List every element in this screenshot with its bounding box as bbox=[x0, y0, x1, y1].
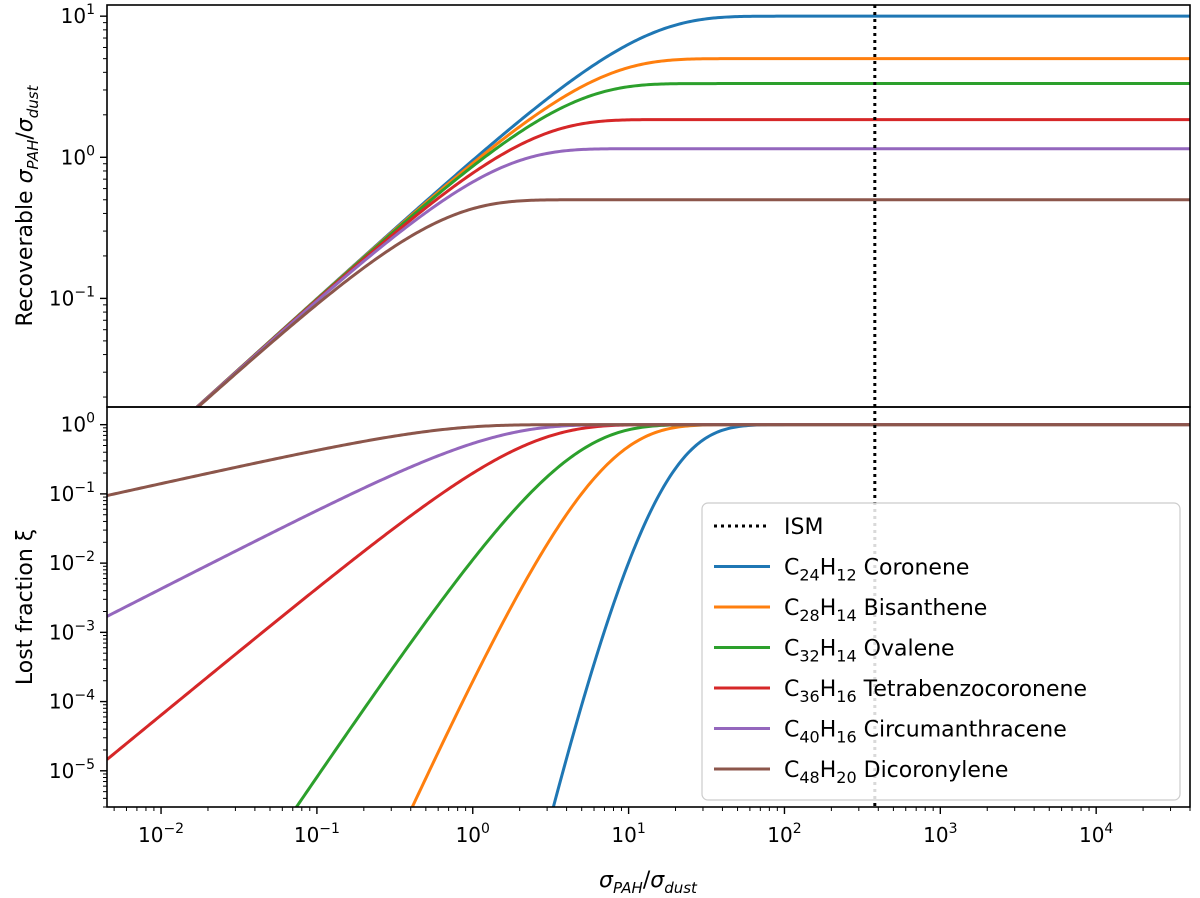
top-y-axis-label: Recoverable σPAH/σdust bbox=[13, 84, 42, 326]
bottom-y-tick-label: 100 bbox=[61, 411, 95, 437]
legend-label: C48H20 Dicoronylene bbox=[784, 758, 1008, 787]
top-panel-frame bbox=[106, 4, 1191, 408]
legend-box bbox=[701, 502, 1181, 801]
legend-label: C24H12 Coronene bbox=[784, 556, 969, 585]
legend-label: C32H14 Ovalene bbox=[784, 637, 955, 666]
bottom-panel-frame bbox=[106, 406, 1191, 808]
bottom-y-tick-label: 10−4 bbox=[49, 688, 95, 714]
bottom-y-tick-label: 10−3 bbox=[49, 618, 95, 644]
top-series-line bbox=[194, 14, 1190, 407]
bottom-series-line bbox=[107, 423, 1190, 498]
x-tick-label: 10−2 bbox=[138, 821, 184, 847]
bottom-y-tick-label: 10−1 bbox=[49, 480, 95, 506]
legend-label: C40H16 Circumanthracene bbox=[784, 718, 1067, 747]
axis-ticks: 10−2 10−1 100 101 102 103 104 10−1 100 101 10−5 10−… bbox=[49, 2, 1191, 847]
x-tick-label: 101 bbox=[611, 821, 645, 847]
top-y-tick-label: 101 bbox=[61, 2, 95, 28]
bottom-y-axis-label: Lost fraction ξ bbox=[13, 529, 38, 685]
x-tick-label: 104 bbox=[1079, 821, 1113, 847]
bottom-y-tick-label: 10−2 bbox=[49, 549, 95, 575]
top-y-tick-label: 10−1 bbox=[49, 284, 95, 310]
x-tick-label: 103 bbox=[923, 821, 957, 847]
top-series-line bbox=[195, 118, 1190, 407]
legend: ISM C24H12 Coronene C28H14 Bisanthene C32H1… bbox=[701, 502, 1181, 801]
top-series-line bbox=[195, 198, 1190, 407]
top-series-line bbox=[195, 147, 1190, 407]
legend-label: ISM bbox=[784, 515, 823, 540]
x-axis-label: σPAH/σdust bbox=[599, 868, 698, 897]
axes-frames bbox=[106, 4, 1191, 808]
x-tick-label: 100 bbox=[456, 821, 490, 847]
top-y-tick-label: 100 bbox=[61, 143, 95, 169]
legend-label: C28H14 Bisanthene bbox=[784, 596, 987, 625]
top-panel-curves bbox=[194, 14, 1190, 407]
bottom-y-tick-label: 10−5 bbox=[49, 757, 95, 783]
x-tick-label: 10−1 bbox=[294, 821, 340, 847]
legend-label: C36H16 Tetrabenzocoronene bbox=[784, 677, 1087, 706]
x-tick-label: 102 bbox=[767, 821, 801, 847]
bottom-panel-curves bbox=[107, 423, 1190, 807]
